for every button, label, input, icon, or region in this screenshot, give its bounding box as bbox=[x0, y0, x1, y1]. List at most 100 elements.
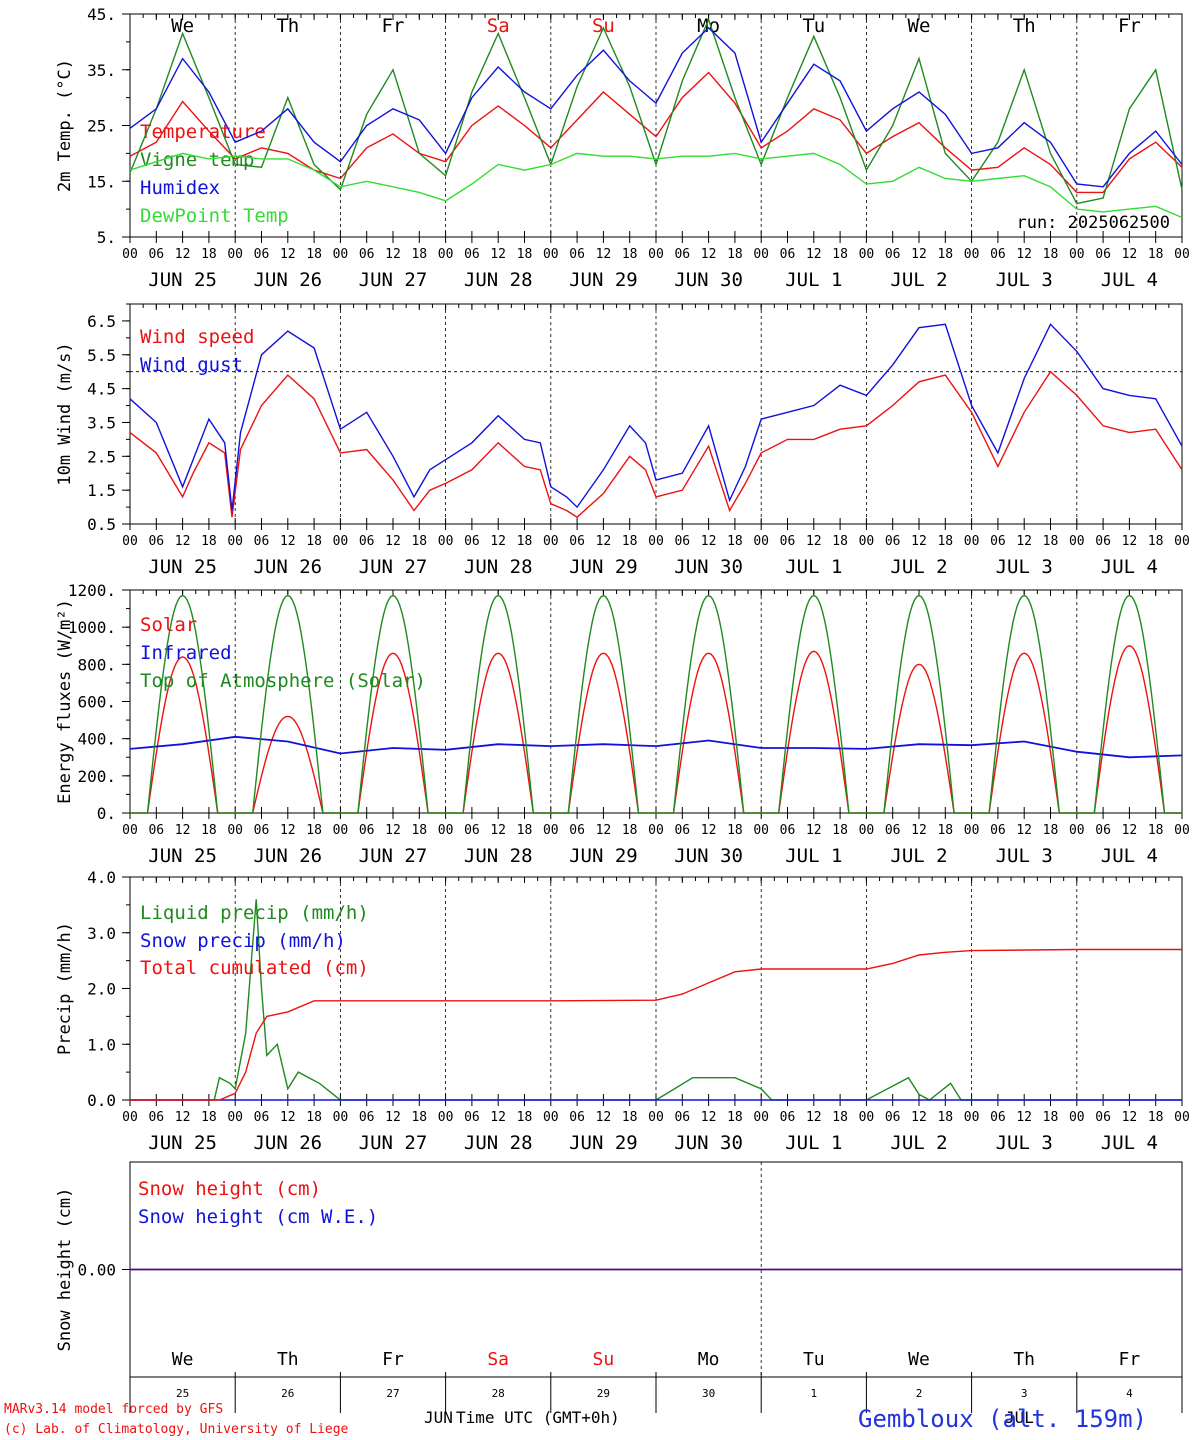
date-label: JUL 1 bbox=[785, 556, 842, 578]
footer: MARv3.14 model forced by GFS (c) Lab. of… bbox=[4, 1402, 1147, 1437]
day-name-label: Th bbox=[1013, 15, 1036, 37]
hour-label: 18 bbox=[832, 534, 848, 549]
hour-label: 06 bbox=[569, 534, 585, 549]
day-name-label: Tu bbox=[803, 1349, 825, 1370]
series-line bbox=[129, 17, 1183, 205]
hour-label: 12 bbox=[490, 534, 506, 549]
hour-label: 18 bbox=[1148, 823, 1164, 838]
hour-label: 18 bbox=[201, 534, 217, 549]
hour-label: 06 bbox=[254, 823, 270, 838]
date-label: JUN 26 bbox=[253, 1132, 322, 1154]
hour-label: 18 bbox=[411, 247, 427, 262]
hour-label: 18 bbox=[517, 247, 533, 262]
day-name-label: We bbox=[171, 15, 194, 37]
hour-label: 06 bbox=[990, 823, 1006, 838]
hour-label: 00 bbox=[438, 247, 454, 262]
hour-label: 00 bbox=[859, 1110, 875, 1125]
x-axis-title: Time UTC (GMT+0h) bbox=[456, 1408, 620, 1427]
day-number-label: 27 bbox=[386, 1387, 399, 1400]
chart-panel-2: 0.5 1.5 2.5 3.5 4.5 5.5 6.5 10m Wind (m/s) 00 06 1… bbox=[55, 303, 1190, 578]
hour-label: 12 bbox=[385, 1110, 401, 1125]
hour-label: 18 bbox=[937, 247, 953, 262]
y-axis-label: 10m Wind (m/s) bbox=[55, 342, 75, 485]
day-name-label: Mo bbox=[698, 1349, 720, 1370]
y-axis-label: Energy fluxes (W/m²) bbox=[55, 599, 75, 804]
hour-label: 00 bbox=[753, 534, 769, 549]
hour-label: 06 bbox=[464, 534, 480, 549]
date-label: JUN 28 bbox=[464, 556, 533, 578]
hour-label: 00 bbox=[438, 823, 454, 838]
day-number-label: 1 bbox=[810, 1387, 817, 1400]
hour-label: 00 bbox=[1069, 1110, 1085, 1125]
hour-label: 12 bbox=[175, 534, 191, 549]
legend-entry: Solar bbox=[140, 614, 197, 636]
day-name-label: Tu bbox=[802, 15, 825, 37]
hour-label: 00 bbox=[964, 1110, 980, 1125]
y-tick-label: 0. bbox=[97, 804, 116, 823]
legend-entry: Temperature bbox=[140, 121, 266, 143]
day-number-label: 4 bbox=[1126, 1387, 1133, 1400]
hour-label: 18 bbox=[517, 823, 533, 838]
series-line bbox=[129, 370, 1183, 519]
y-tick-label: 5. bbox=[97, 228, 116, 247]
hour-label: 12 bbox=[701, 534, 717, 549]
date-label: JUL 4 bbox=[1101, 269, 1158, 291]
hour-label: 18 bbox=[1043, 247, 1059, 262]
hour-label: 12 bbox=[175, 247, 191, 262]
hour-label: 06 bbox=[1095, 823, 1111, 838]
date-label: JUL 3 bbox=[996, 269, 1053, 291]
hour-label: 06 bbox=[1095, 1110, 1111, 1125]
hour-label: 12 bbox=[1122, 534, 1138, 549]
hour-label: 00 bbox=[227, 534, 243, 549]
hour-label: 12 bbox=[911, 247, 927, 262]
date-label: JUL 4 bbox=[1101, 845, 1158, 867]
hour-label: 18 bbox=[622, 247, 638, 262]
hour-label: 12 bbox=[596, 247, 612, 262]
hour-label: 12 bbox=[806, 534, 822, 549]
hour-label: 06 bbox=[1095, 534, 1111, 549]
day-name-label: Th bbox=[1013, 1349, 1035, 1370]
date-label: JUN 30 bbox=[674, 556, 743, 578]
day-name-label: Th bbox=[276, 15, 299, 37]
hour-label: 00 bbox=[543, 823, 559, 838]
hour-label: 00 bbox=[859, 823, 875, 838]
date-label: JUN 28 bbox=[464, 269, 533, 291]
y-axis-label: 2m Temp. (°C) bbox=[55, 59, 75, 192]
hour-label: 00 bbox=[1174, 823, 1190, 838]
legend-entry: Snow height (cm W.E.) bbox=[138, 1206, 378, 1228]
hour-label: 18 bbox=[622, 823, 638, 838]
hour-label: 18 bbox=[1043, 534, 1059, 549]
hour-label: 18 bbox=[937, 823, 953, 838]
hour-label: 18 bbox=[411, 1110, 427, 1125]
hour-label: 18 bbox=[832, 247, 848, 262]
hour-label: 06 bbox=[254, 247, 270, 262]
month-label-right: JUL bbox=[1005, 1408, 1034, 1427]
hour-label: 18 bbox=[1148, 1110, 1164, 1125]
hour-label: 00 bbox=[543, 534, 559, 549]
y-tick-label: 2.0 bbox=[87, 980, 116, 999]
hour-label: 06 bbox=[1095, 247, 1111, 262]
series-line bbox=[129, 26, 1183, 188]
hour-label: 00 bbox=[333, 823, 349, 838]
hour-label: 18 bbox=[1043, 1110, 1059, 1125]
hour-label: 00 bbox=[753, 247, 769, 262]
y-axis-label: Precip (mm/h) bbox=[55, 922, 75, 1055]
day-name-label: We bbox=[908, 15, 931, 37]
legend-entry: Total cumulated (cm) bbox=[140, 957, 369, 979]
hour-label: 00 bbox=[753, 823, 769, 838]
day-name-label: Fr bbox=[1119, 1349, 1141, 1370]
day-name-label: Th bbox=[277, 1349, 299, 1370]
date-label: JUN 29 bbox=[569, 1132, 638, 1154]
hour-label: 00 bbox=[1069, 534, 1085, 549]
hour-label: 18 bbox=[411, 534, 427, 549]
date-label: JUN 29 bbox=[569, 269, 638, 291]
hour-label: 06 bbox=[359, 1110, 375, 1125]
hour-label: 12 bbox=[911, 534, 927, 549]
hour-label: 06 bbox=[674, 534, 690, 549]
hour-label: 18 bbox=[306, 534, 322, 549]
hour-label: 12 bbox=[806, 823, 822, 838]
hour-label: 00 bbox=[122, 823, 138, 838]
hour-label: 18 bbox=[937, 1110, 953, 1125]
hour-label: 00 bbox=[122, 1110, 138, 1125]
